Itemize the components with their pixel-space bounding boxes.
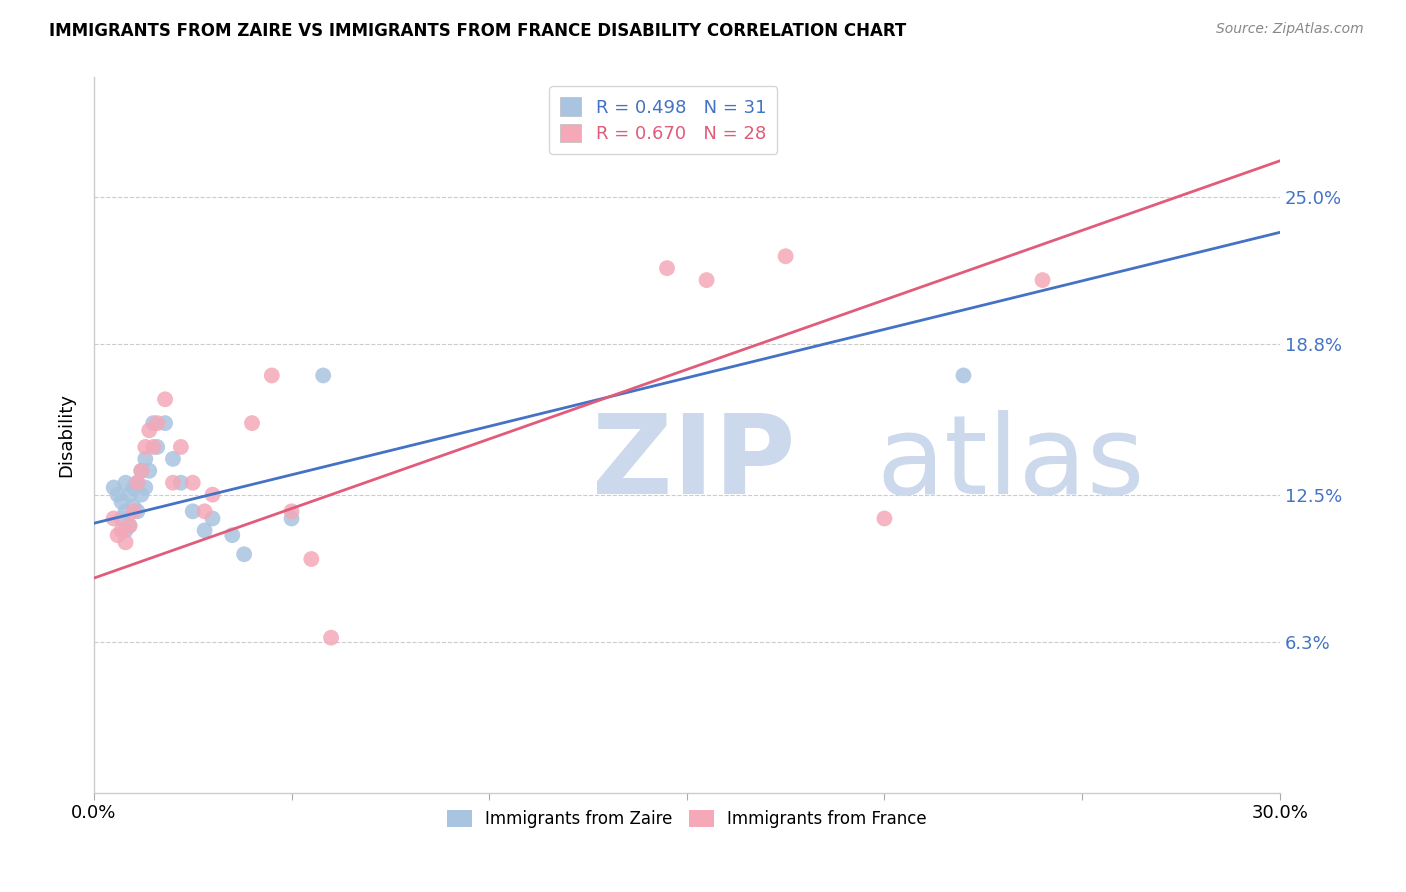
Point (131, 488, 153, 502)
Point (775, 249, 797, 263)
Point (134, 440, 156, 454)
Point (103, 511, 125, 525)
Point (170, 440, 193, 454)
Point (114, 535, 136, 549)
Point (260, 368, 283, 383)
Point (162, 475, 184, 490)
Point (240, 416, 263, 430)
Point (312, 368, 335, 383)
Point (110, 495, 132, 509)
Text: atlas: atlas (876, 410, 1144, 517)
Point (221, 528, 243, 542)
Point (201, 488, 224, 502)
Point (122, 481, 145, 495)
Point (142, 440, 165, 454)
Point (103, 481, 125, 495)
Point (118, 518, 141, 533)
Point (153, 416, 176, 430)
Point (170, 475, 193, 490)
Point (146, 440, 169, 454)
Point (319, 631, 342, 645)
Point (696, 273, 718, 287)
Point (280, 504, 302, 518)
Legend: Immigrants from Zaire, Immigrants from France: Immigrants from Zaire, Immigrants from F… (440, 803, 934, 834)
Point (131, 464, 153, 478)
Point (194, 524, 217, 538)
Point (122, 504, 145, 518)
Point (1031, 273, 1053, 287)
Point (110, 511, 132, 525)
Point (134, 451, 156, 466)
Point (153, 392, 176, 407)
Point (110, 524, 132, 538)
Point (127, 504, 149, 518)
Point (131, 464, 153, 478)
Point (114, 475, 136, 490)
Point (952, 368, 974, 383)
Point (181, 504, 204, 518)
Point (114, 524, 136, 538)
Point (122, 500, 145, 514)
Point (107, 488, 129, 502)
Point (655, 261, 678, 276)
Point (181, 475, 204, 490)
Point (134, 481, 156, 495)
Point (114, 504, 136, 518)
Point (127, 475, 149, 490)
Point (138, 464, 160, 478)
Text: Source: ZipAtlas.com: Source: ZipAtlas.com (1216, 22, 1364, 37)
Point (107, 528, 129, 542)
Text: IMMIGRANTS FROM ZAIRE VS IMMIGRANTS FROM FRANCE DISABILITY CORRELATION CHART: IMMIGRANTS FROM ZAIRE VS IMMIGRANTS FROM… (49, 22, 907, 40)
Point (142, 416, 165, 430)
Point (233, 547, 256, 561)
Point (146, 416, 169, 430)
Point (118, 488, 141, 502)
Text: ZIP: ZIP (592, 410, 796, 517)
Point (127, 475, 149, 490)
Point (194, 504, 217, 518)
Point (299, 552, 322, 566)
Point (162, 451, 184, 466)
Point (118, 518, 141, 533)
Point (201, 511, 224, 525)
Y-axis label: Disability: Disability (58, 393, 75, 477)
Point (873, 511, 896, 525)
Point (138, 423, 160, 437)
Point (280, 511, 302, 525)
